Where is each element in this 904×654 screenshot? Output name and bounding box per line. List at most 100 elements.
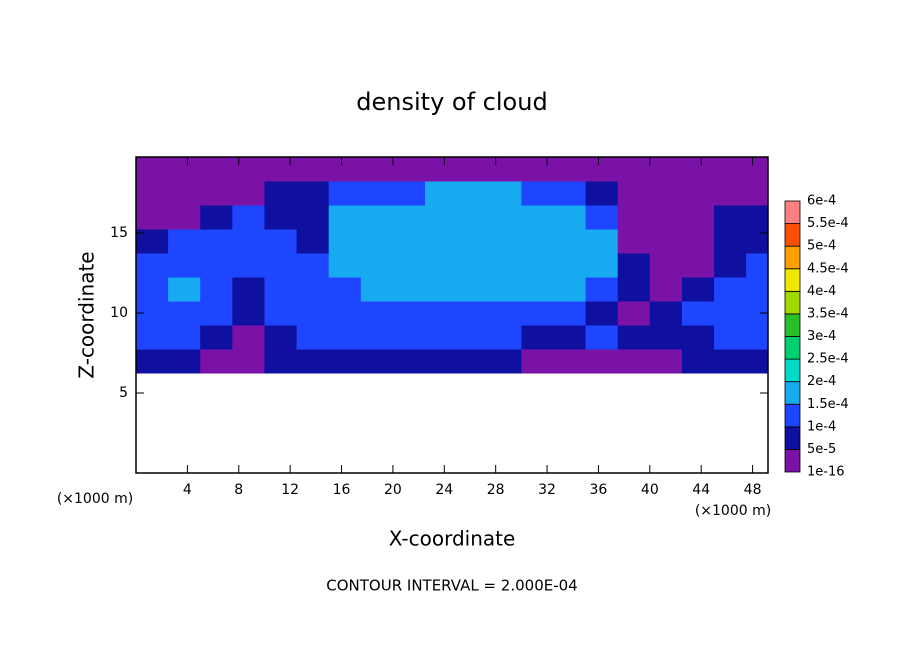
contour-cell bbox=[232, 229, 265, 254]
x-tick-label: 12 bbox=[281, 482, 299, 498]
contour-cell bbox=[296, 325, 330, 350]
contour-cell bbox=[617, 325, 651, 350]
colorbar-label: 1.5e-4 bbox=[807, 397, 849, 412]
contour-cell bbox=[328, 205, 362, 230]
contour-cell bbox=[457, 277, 490, 302]
colorbar-label: 4.5e-4 bbox=[807, 261, 849, 276]
colorbar-box bbox=[784, 290, 801, 315]
contour-cell bbox=[168, 181, 201, 206]
colorbar-label: 4e-4 bbox=[807, 284, 836, 299]
contour-cell bbox=[328, 157, 362, 182]
contour-cell bbox=[681, 301, 715, 326]
y-axis-label: Z-coordinate bbox=[75, 251, 99, 378]
footer-note: CONTOUR INTERVAL = 2.000E-04 bbox=[326, 577, 577, 595]
contour-cell bbox=[714, 229, 747, 254]
contour-cell bbox=[746, 229, 768, 254]
contour-cell bbox=[200, 277, 233, 302]
colorbar-label: 2e-4 bbox=[807, 374, 836, 389]
contour-cell bbox=[200, 205, 233, 230]
contour-cell bbox=[714, 325, 747, 350]
contour-cell bbox=[392, 229, 426, 254]
contour-cell bbox=[489, 229, 522, 254]
colorbar-box bbox=[784, 223, 801, 247]
contour-cell bbox=[360, 229, 394, 254]
colorbar-label: 1e-4 bbox=[807, 419, 836, 434]
contour-cell bbox=[200, 325, 233, 350]
contour-cell bbox=[585, 349, 619, 374]
contour-cell bbox=[617, 277, 651, 302]
contour-cell bbox=[425, 205, 458, 230]
contour-cell bbox=[521, 157, 554, 182]
contour-cell bbox=[200, 253, 233, 278]
contour-cell bbox=[617, 301, 651, 326]
colorbar-box bbox=[784, 336, 801, 360]
contour-cell bbox=[553, 301, 587, 326]
contour-cell bbox=[585, 325, 619, 350]
contour-cell bbox=[425, 181, 458, 206]
contour-cell bbox=[681, 349, 715, 374]
contour-cell bbox=[714, 157, 747, 182]
contour-cell bbox=[521, 325, 554, 350]
contour-cell bbox=[585, 181, 619, 206]
contour-cell bbox=[489, 205, 522, 230]
x-unit-label: (×1000 m) bbox=[695, 503, 771, 519]
contour-cell bbox=[617, 157, 651, 182]
contour-cell bbox=[457, 325, 490, 350]
contour-cell bbox=[264, 301, 298, 326]
contour-cell bbox=[136, 253, 169, 278]
x-tick-label: 20 bbox=[384, 482, 402, 498]
contour-cell bbox=[200, 157, 233, 182]
colorbar-box bbox=[784, 381, 801, 405]
contour-cell bbox=[360, 253, 394, 278]
contour-cell bbox=[232, 253, 265, 278]
contour-cell bbox=[714, 253, 747, 278]
contour-cell bbox=[714, 205, 747, 230]
colorbar-box bbox=[784, 200, 801, 224]
contour-cell bbox=[392, 205, 426, 230]
contour-cell bbox=[649, 253, 683, 278]
contour-cell bbox=[681, 205, 715, 230]
colorbar-box bbox=[784, 358, 801, 383]
contour-cell bbox=[392, 253, 426, 278]
contour-cell bbox=[585, 277, 619, 302]
contour-cell bbox=[232, 277, 265, 302]
contour-cell bbox=[746, 277, 768, 302]
contour-cell bbox=[328, 301, 362, 326]
plot-frame bbox=[135, 156, 769, 474]
contour-cell bbox=[681, 157, 715, 182]
contour-cell bbox=[232, 325, 265, 350]
contour-cell bbox=[360, 349, 394, 374]
contour-cell bbox=[296, 157, 330, 182]
chart-title: density of cloud bbox=[356, 88, 547, 116]
contour-cell bbox=[328, 253, 362, 278]
contour-cell bbox=[200, 229, 233, 254]
contour-cell bbox=[264, 181, 298, 206]
contour-cell bbox=[360, 325, 394, 350]
contour-cell bbox=[553, 205, 587, 230]
colorbar-box bbox=[784, 449, 801, 473]
contour-cell bbox=[553, 349, 587, 374]
contour-cell bbox=[714, 277, 747, 302]
contour-cell bbox=[296, 229, 330, 254]
contour-cell bbox=[489, 157, 522, 182]
contour-cell bbox=[617, 205, 651, 230]
contour-cell bbox=[746, 181, 768, 206]
contour-cell bbox=[264, 277, 298, 302]
contour-cell bbox=[392, 325, 426, 350]
contour-cell bbox=[521, 349, 554, 374]
contour-cell bbox=[585, 229, 619, 254]
contour-cell bbox=[392, 301, 426, 326]
contour-cell bbox=[617, 349, 651, 374]
contour-cell bbox=[425, 325, 458, 350]
contour-cell bbox=[489, 277, 522, 302]
contour-cell bbox=[649, 349, 683, 374]
x-tick-label: 24 bbox=[435, 482, 453, 498]
contour-cell bbox=[521, 301, 554, 326]
contour-cell bbox=[681, 181, 715, 206]
contour-cell bbox=[136, 205, 169, 230]
x-tick-label: 40 bbox=[641, 482, 659, 498]
contour-cell bbox=[553, 157, 587, 182]
contour-cell bbox=[392, 349, 426, 374]
contour-cell bbox=[200, 349, 233, 374]
